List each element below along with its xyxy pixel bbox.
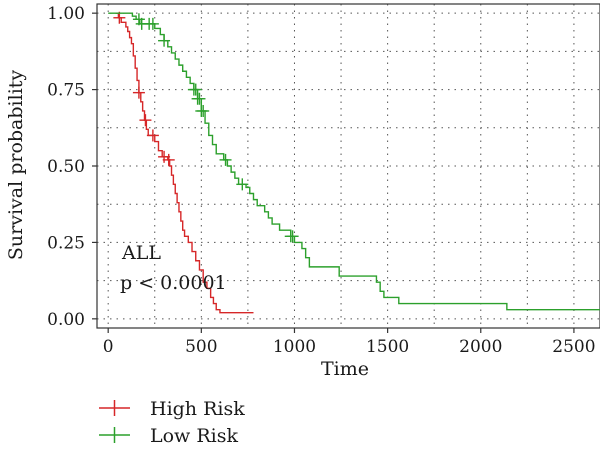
x-tick-label: 0 <box>103 337 114 357</box>
censor-mark-low-risk <box>193 92 206 105</box>
censor-mark-low-risk <box>189 83 202 96</box>
censor-mark-low-risk <box>146 17 159 30</box>
x-tick-label: 2000 <box>459 337 502 357</box>
censor-mark-high-risk <box>146 129 159 142</box>
annotation-pvalue: p < 0.0001 <box>120 272 227 294</box>
y-tick-label: 0.00 <box>47 310 85 330</box>
censor-mark-low-risk <box>158 34 171 47</box>
x-tick-label: 1500 <box>366 337 409 357</box>
y-axis-label: Survival probability <box>5 70 27 261</box>
censor-mark-low-risk <box>236 178 249 191</box>
x-tick-label: 1000 <box>273 337 316 357</box>
y-tick-label: 0.25 <box>47 233 85 253</box>
legend: High Risk Low Risk <box>99 398 245 447</box>
censor-mark-high-risk <box>162 153 175 166</box>
series-line-low-risk <box>108 12 600 311</box>
y-tick-label: 0.75 <box>47 81 85 101</box>
censor-mark-low-risk <box>219 153 232 166</box>
censor-mark-high-risk <box>132 86 145 99</box>
series-layer <box>108 11 600 314</box>
censor-mark-low-risk <box>197 104 210 117</box>
legend-label-low-risk: Low Risk <box>150 425 238 447</box>
axis-ticks: 0 500 1000 1500 2000 2500 0.00 0.25 0.50 0.75 1.00 <box>47 4 595 357</box>
x-tick-label: 500 <box>185 337 217 357</box>
x-tick-label: 2500 <box>552 337 595 357</box>
y-tick-label: 0.50 <box>47 157 85 177</box>
censor-mark-low-risk <box>286 230 299 243</box>
x-axis-label: Time <box>321 358 369 380</box>
series-line-high-risk <box>115 12 254 314</box>
annotation-all: ALL <box>121 242 161 264</box>
censor-mark-high-risk <box>139 114 152 127</box>
y-tick-label: 1.00 <box>47 4 85 24</box>
legend-label-high-risk: High Risk <box>150 398 245 420</box>
